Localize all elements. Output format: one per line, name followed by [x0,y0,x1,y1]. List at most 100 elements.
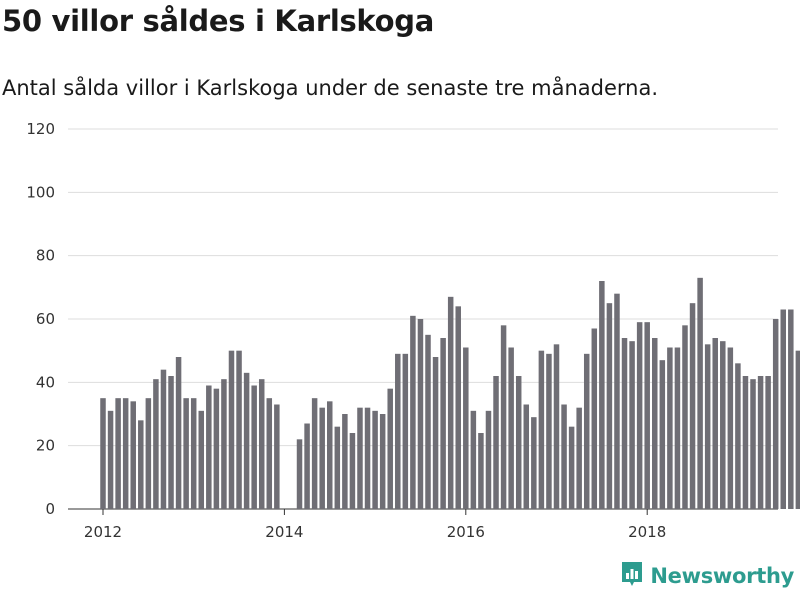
y-tick-label: 60 [36,310,55,328]
bar [500,325,507,509]
bar [576,407,582,509]
bar [372,410,378,509]
bar [757,376,764,509]
bar [546,353,552,509]
bar [425,334,431,509]
bar [357,407,363,509]
bar [667,347,673,509]
bar [742,376,749,509]
y-tick-label: 100 [26,183,55,201]
bar [258,379,265,509]
bar [682,325,688,509]
y-tick-label: 40 [36,373,55,391]
bar [175,357,182,509]
bars [100,277,800,509]
bar [674,347,681,509]
y-tick-label: 0 [45,500,55,518]
bar [395,353,401,509]
y-tick-label: 120 [26,120,55,138]
bar [772,319,779,509]
bar [614,293,620,509]
bar [621,338,628,509]
bar [228,350,235,509]
bar [553,344,560,509]
y-tick-label: 80 [36,247,55,265]
bar [100,398,106,509]
bar [780,309,786,509]
bar [417,319,424,509]
bar [213,388,220,509]
bar [644,322,650,509]
bar [591,328,598,509]
bar [561,404,567,509]
bar [606,303,613,509]
bar [440,338,446,509]
bar [485,410,492,509]
bar [636,322,643,509]
bar [568,426,575,509]
bar [327,401,333,509]
bar [274,404,280,509]
bar [531,417,537,509]
bar [130,401,136,509]
bar [387,388,393,509]
bar [402,353,409,509]
bar [493,376,499,509]
bar [115,398,121,509]
bar [712,338,718,509]
bar [704,344,711,509]
bar [342,414,348,509]
axes: 0204060801001205020122014201620182020202… [26,120,666,541]
bar [697,277,703,509]
bar [319,407,325,509]
bar [735,363,741,509]
bar [765,376,771,509]
bar [432,357,439,509]
bar [236,350,242,509]
bar [583,353,590,509]
bar [190,398,197,509]
bar [538,350,545,509]
bar [629,341,635,509]
bar [251,385,257,509]
bar [795,350,800,509]
x-tick-label: 2014 [265,523,303,541]
newsworthy-logo: Newsworthy [620,560,794,592]
x-tick-label: 2018 [628,523,666,541]
bar [198,410,205,509]
bar [243,372,250,509]
bar [515,376,522,509]
bar [296,439,303,509]
chart-subtitle: Antal sålda villor i Karlskoga under de … [2,76,659,100]
newsworthy-icon [620,560,644,592]
bar [145,398,152,509]
bar [447,296,454,509]
bar [470,410,477,509]
bar [168,376,174,509]
bar [138,420,144,509]
bar [750,379,756,509]
bar [652,338,658,509]
brand-name: Newsworthy [650,564,794,588]
bar [788,309,794,509]
bar [599,281,605,509]
bar [206,385,212,509]
bar [463,347,469,509]
bar [478,433,484,509]
y-tick-label: 20 [36,437,55,455]
bar [183,398,189,509]
bar [379,414,386,509]
x-tick-label: 2016 [447,523,485,541]
bar [160,369,167,509]
bar [689,303,696,509]
bar [659,360,666,509]
bar [311,398,318,509]
bar [455,306,461,509]
bar [364,407,371,509]
bar [334,426,341,509]
bar [720,341,726,509]
bar [727,347,734,509]
bar [266,398,273,509]
chart-title: 50 villor såldes i Karlskoga [2,4,434,38]
